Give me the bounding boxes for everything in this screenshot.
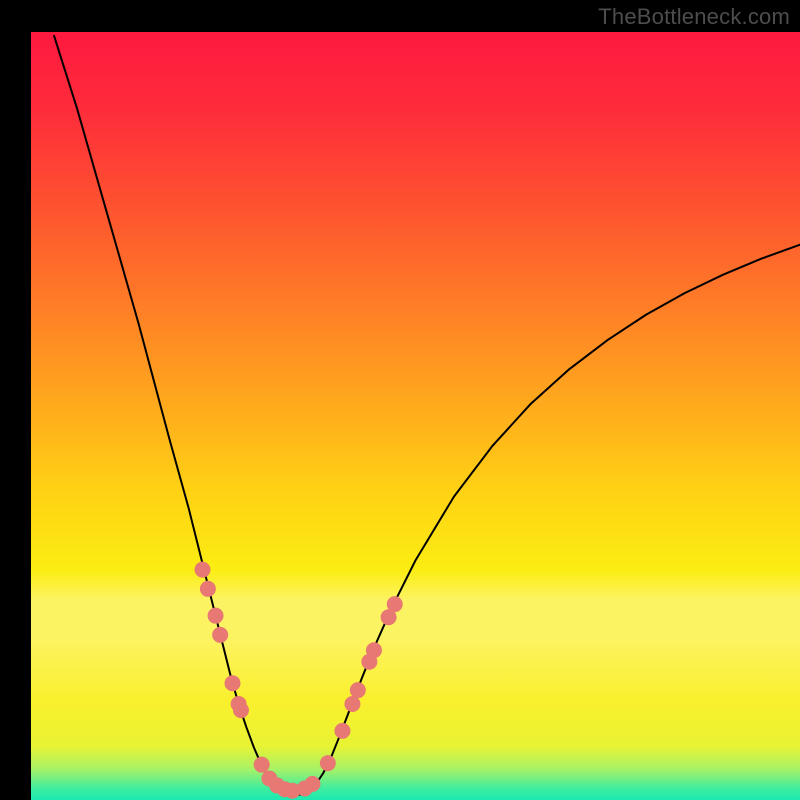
marker-point: [194, 562, 210, 578]
marker-point: [350, 682, 366, 698]
marker-point: [200, 581, 216, 597]
marker-point: [304, 776, 320, 792]
bottleneck-curve: [54, 36, 800, 795]
watermark-text: TheBottleneck.com: [598, 4, 790, 30]
highlighted-markers: [194, 562, 402, 799]
marker-point: [320, 755, 336, 771]
marker-point: [344, 696, 360, 712]
marker-point: [208, 608, 224, 624]
marker-point: [334, 723, 350, 739]
marker-point: [366, 642, 382, 658]
marker-point: [224, 675, 240, 691]
marker-point: [254, 757, 270, 773]
marker-point: [212, 627, 228, 643]
marker-point: [233, 702, 249, 718]
chart-svg: [31, 32, 800, 800]
chart-plot-area: [31, 32, 800, 800]
marker-point: [387, 596, 403, 612]
